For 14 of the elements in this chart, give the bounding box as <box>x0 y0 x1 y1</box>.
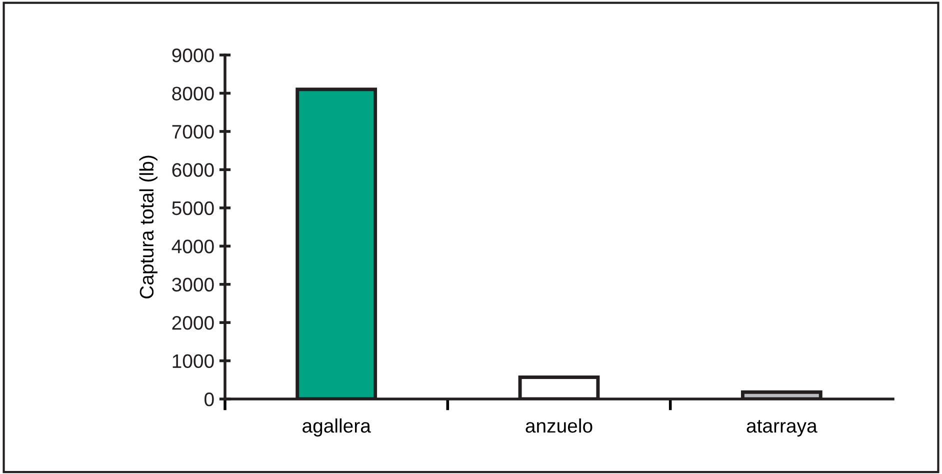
y-tick-label: 4000 <box>172 240 214 254</box>
y-axis-title: Captura total (lb) <box>139 156 158 298</box>
x-tick-label: atarraya <box>746 420 818 437</box>
y-tick-label: 6000 <box>172 163 214 177</box>
y-tick-label: 3000 <box>172 278 214 292</box>
y-tick-label: 2000 <box>172 316 214 330</box>
y-tick-label: 7000 <box>172 124 214 139</box>
y-tick-label: 5000 <box>172 201 214 216</box>
x-tick-label: agallera <box>302 418 371 437</box>
y-tick-label: 8000 <box>172 86 214 100</box>
y-tick-label: 1000 <box>172 354 214 368</box>
y-tick-label: 0 <box>204 392 214 406</box>
y-tick-label: 9000 <box>172 48 214 62</box>
x-tick-label: anzuelo <box>526 418 592 433</box>
